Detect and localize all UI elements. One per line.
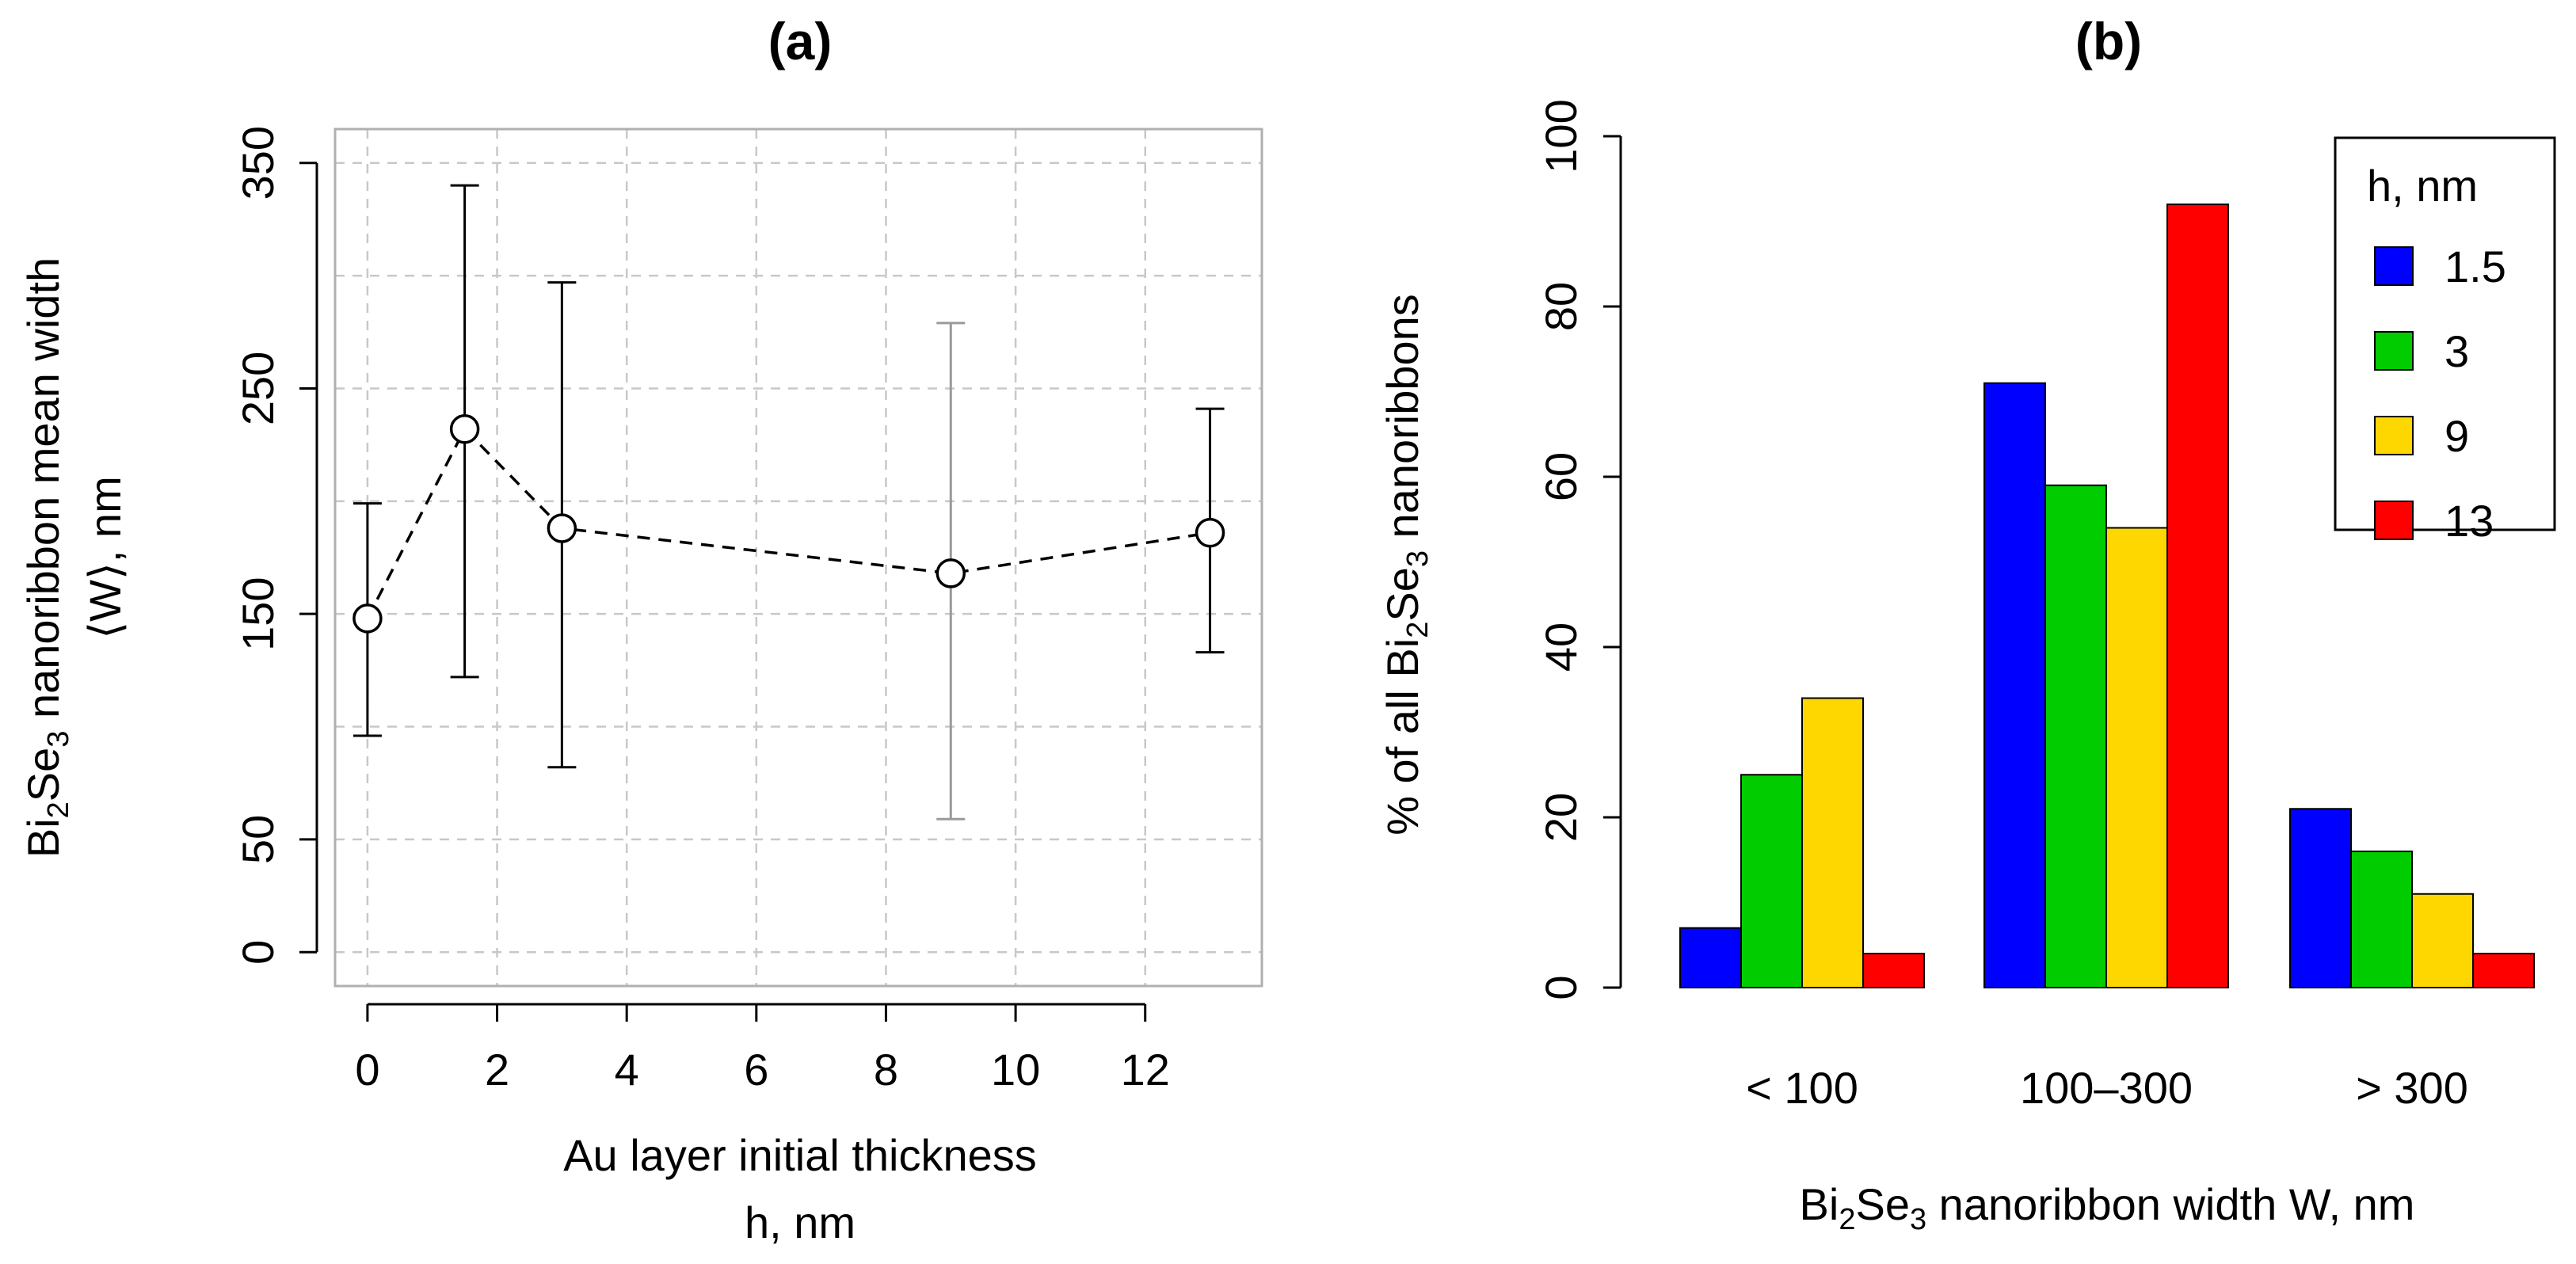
panel-b-legend: h, nm 1.5 3 9 13: [2334, 136, 2556, 546]
legend-swatch: [2374, 416, 2414, 455]
panel-b-bars: [1679, 204, 2535, 988]
bar-9-1: [2105, 527, 2168, 988]
panel-b-y-tick-label: 80: [1536, 282, 1586, 331]
panel-a-x-tick-label: 10: [991, 1045, 1040, 1095]
panel-a-y-axis: 0 50 150 250 350: [233, 126, 318, 965]
panel-b-y-tick-label: 60: [1536, 452, 1586, 501]
bar-1-5-0: [1679, 927, 1742, 988]
panel-a-x-tick-label: 0: [355, 1045, 379, 1095]
panel-a-x-axis-title-line2: h, nm: [745, 1197, 855, 1247]
panel-b-y-axis-title-group: % of all Bi2Se3 nanoribbons: [1378, 294, 1435, 836]
data-point: [449, 413, 480, 444]
panel-a-line-chart: (a) 0 50 150 250 350 0 2 4 6 8 10 12 Au layer init…: [18, 12, 1263, 1247]
bar-1-5-2: [2289, 808, 2352, 988]
panel-a-y-axis-title: Bi2Se3 nanoribbon mean width ⟨W⟩, nm: [18, 257, 130, 858]
bar-1-5-1: [1983, 382, 2046, 988]
panel-b-category-label: < 100: [1746, 1063, 1858, 1113]
bar-13-1: [2166, 204, 2229, 988]
panel-a-x-tick-label: 6: [744, 1045, 768, 1095]
legend-swatch: [2374, 501, 2414, 540]
data-point: [1195, 517, 1225, 548]
panel-b-bar-chart: (b) 0 20 40 60 80 100 < 100 100–300 > 300 Bi2Se…: [1378, 12, 2556, 1236]
data-point: [352, 603, 383, 634]
panel-b-y-axis: 0 20 40 60 80 100: [1536, 99, 1622, 1000]
panel-a-y-tick-label: 250: [233, 352, 283, 425]
panel-b-title: (b): [2075, 12, 2142, 70]
panel-a-data-points: [352, 413, 1225, 634]
legend-title: h, nm: [2367, 161, 2478, 211]
legend-items: 1.5 3 9 13: [2374, 242, 2506, 546]
panel-a-error-bars: [352, 184, 1225, 820]
legend-label: 1.5: [2445, 242, 2506, 291]
bar-9-2: [2411, 893, 2474, 988]
panel-b-y-tick-label: 100: [1536, 99, 1586, 173]
panel-b-category-labels: < 100 100–300 > 300: [1746, 1063, 2468, 1113]
bar-13-2: [2472, 953, 2535, 988]
bar-13-0: [1862, 953, 1925, 988]
panel-a-y-axis-title-line1: Bi2Se3 nanoribbon mean width: [18, 257, 75, 858]
legend-box: [2334, 136, 2556, 531]
panel-a-x-tick-label: 4: [615, 1045, 639, 1095]
bar-3-0: [1740, 774, 1803, 988]
panel-a-x-axis-title-line1: Au layer initial thickness: [563, 1130, 1037, 1180]
bar-3-2: [2350, 851, 2413, 988]
panel-a-series-line: [366, 426, 1210, 619]
panel-b-y-tick-label: 0: [1536, 975, 1586, 999]
data-point: [936, 558, 966, 588]
legend-label: 3: [2445, 326, 2469, 376]
data-point: [547, 513, 577, 543]
bar-9-0: [1801, 697, 1864, 988]
panel-a-plot-frame: [333, 128, 1263, 988]
panel-b-y-tick-label: 20: [1536, 793, 1586, 842]
panel-a-y-tick-label: 350: [233, 126, 283, 200]
panel-b-category-label: > 300: [2356, 1063, 2468, 1113]
legend-swatch: [2374, 331, 2414, 371]
legend-label: 13: [2445, 496, 2494, 546]
panel-b-x-axis-title: Bi2Se3 nanoribbon width W, nm: [1800, 1179, 2415, 1236]
panel-b-y-axis-title: % of all Bi2Se3 nanoribbons: [1378, 294, 1435, 836]
panel-a-y-axis-title-line2: ⟨W⟩, nm: [80, 476, 130, 638]
panel-a-x-axis: 0 2 4 6 8 10 12: [355, 1003, 1170, 1095]
panel-a-y-tick-label: 0: [233, 940, 283, 965]
legend-swatch: [2374, 246, 2414, 286]
panel-a-x-tick-label: 8: [874, 1045, 898, 1095]
bar-3-1: [2044, 484, 2107, 988]
panel-b-y-tick-label: 40: [1536, 622, 1586, 672]
panel-a-title: (a): [768, 12, 833, 70]
legend-label: 9: [2445, 411, 2469, 461]
panel-a-x-tick-label: 2: [485, 1045, 509, 1095]
panel-b-category-label: 100–300: [2020, 1063, 2193, 1113]
panel-a-gridlines: [335, 129, 1262, 986]
panel-a-x-tick-label: 12: [1121, 1045, 1170, 1095]
panel-a-y-tick-label: 50: [233, 815, 283, 864]
panel-a-y-tick-label: 150: [233, 577, 283, 650]
